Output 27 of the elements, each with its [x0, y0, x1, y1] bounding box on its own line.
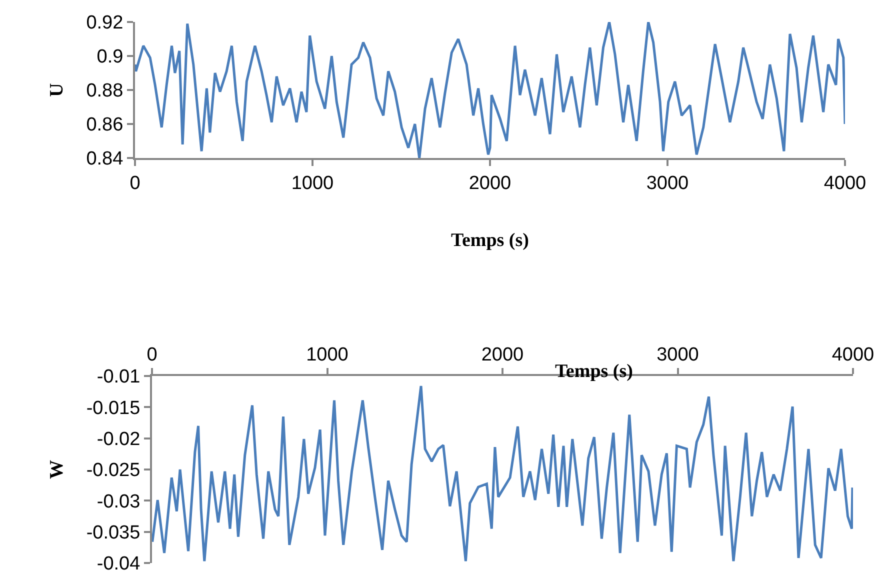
y-tick-label: -0.01: [96, 366, 140, 388]
x-tick-label: 3000: [646, 172, 689, 194]
y-tick-label: -0.035: [86, 522, 140, 544]
x-tick-label: 3000: [656, 344, 699, 366]
y-tick-label: 0.88: [86, 80, 124, 102]
y-tick-label: -0.02: [96, 428, 140, 450]
x-tick-label: 4000: [824, 172, 866, 194]
x-tick-label: 0: [146, 344, 158, 366]
y-axis-title: W: [46, 460, 68, 479]
x-tick-label: 1000: [306, 344, 348, 366]
y-tick-label: 0.86: [86, 114, 124, 136]
y-tick-label: -0.03: [96, 491, 140, 512]
y-tick-label: -0.015: [86, 398, 140, 419]
x-tick-label: 2000: [468, 172, 512, 194]
y-tick-label: 0.92: [86, 12, 124, 34]
y-axis-title: U: [46, 82, 68, 97]
x-tick-label: 2000: [481, 344, 524, 366]
x-axis-title: Temps (s): [555, 361, 633, 382]
line-series: [152, 384, 853, 562]
x-tick-label: 1000: [291, 172, 334, 194]
y-tick-label: 0.9: [96, 46, 124, 68]
y-tick-label: -0.025: [86, 460, 140, 482]
y-tick-label: -0.04: [96, 554, 141, 575]
y-tick-label: 0.84: [86, 148, 124, 170]
x-tick-label: 4000: [832, 344, 874, 366]
x-tick-label: 0: [130, 172, 140, 194]
x-axis-title: Temps (s): [451, 230, 529, 252]
